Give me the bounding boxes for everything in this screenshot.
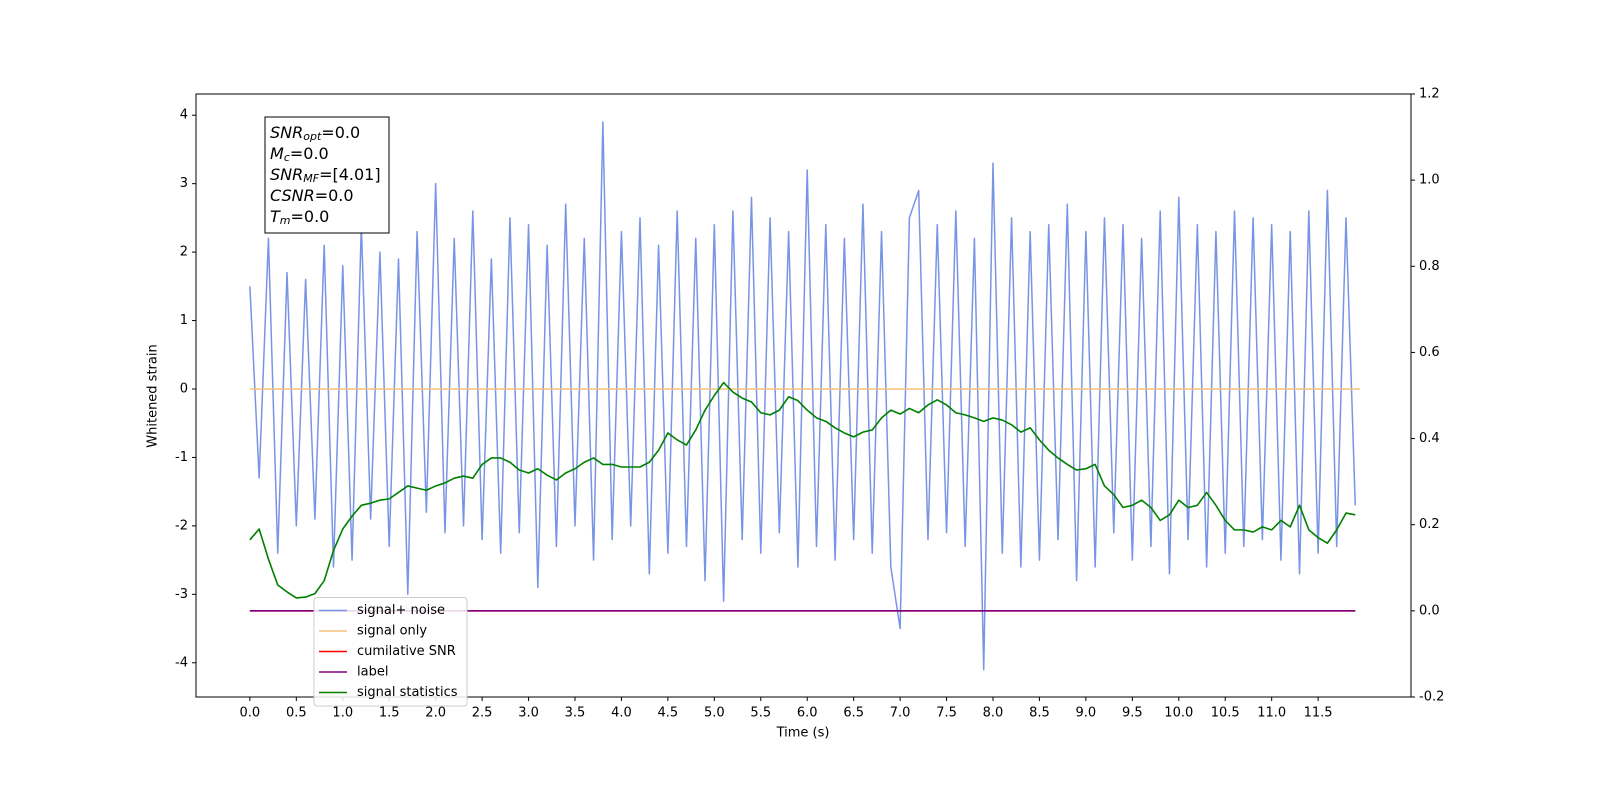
- stats-line: Mc=0.0: [270, 144, 329, 165]
- x-tick-label: 0.5: [286, 706, 307, 721]
- stats-line: SNRopt=0.0: [270, 123, 360, 144]
- stats-line: CSNR=0.0: [270, 186, 354, 205]
- stats-value: =0.0: [290, 144, 329, 163]
- y-tick-label: -1: [175, 450, 188, 465]
- y-tick-label: 1: [180, 313, 188, 328]
- y2-tick-label: 0.6: [1419, 345, 1440, 360]
- y-axis-label: Whitened strain: [146, 344, 161, 447]
- x-tick-label: 3.0: [518, 706, 539, 721]
- x-tick-label: 9.5: [1122, 706, 1143, 721]
- x-tick-label: 5.5: [750, 706, 771, 721]
- y-tick-label: 4: [180, 108, 188, 123]
- y2-tick-label: 1.0: [1419, 173, 1440, 188]
- x-tick-label: 11.5: [1304, 706, 1333, 721]
- x-tick-label: 0.0: [240, 706, 261, 721]
- y2-tick-label: -0.2: [1419, 690, 1444, 705]
- stats-value: =0.0: [321, 123, 360, 142]
- stats-sub: c: [284, 151, 290, 164]
- x-tick-label: 2.0: [425, 706, 446, 721]
- x-tick-label: 4.0: [611, 706, 632, 721]
- stats-name: CSNR: [270, 186, 315, 205]
- stats-box-frame: [264, 116, 390, 234]
- y2-tick-label: 0.8: [1419, 259, 1440, 274]
- y-tick-label: 0: [180, 381, 188, 396]
- x-tick-label: 6.5: [843, 706, 864, 721]
- legend-label: cumilative SNR: [357, 644, 456, 659]
- legend-frame: [313, 597, 468, 707]
- y-tick-label: -4: [175, 655, 188, 670]
- x-tick-label: 3.5: [565, 706, 586, 721]
- series-line: [249, 121, 1357, 671]
- stats-line: Tm=0.0: [270, 207, 329, 228]
- x-tick-label: 11.0: [1257, 706, 1286, 721]
- x-tick-label: 8.5: [1029, 706, 1050, 721]
- stats-value: =0.0: [291, 207, 330, 226]
- x-tick-label: 4.5: [658, 706, 679, 721]
- x-tick-label: 1.0: [332, 706, 353, 721]
- stats-name: SNR: [270, 123, 303, 142]
- x-tick-label: 7.5: [936, 706, 957, 721]
- x-tick-label: 1.5: [379, 706, 400, 721]
- legend-label: signal+ noise: [357, 603, 445, 618]
- y-tick-label: 2: [180, 245, 188, 260]
- legend-label: signal only: [357, 624, 427, 639]
- x-tick-label: 8.0: [983, 706, 1004, 721]
- y2-tick-label: 0.0: [1419, 603, 1440, 618]
- y2-tick-label: 0.2: [1419, 517, 1440, 532]
- y-tick-label: -3: [175, 587, 188, 602]
- stats-sub: opt: [303, 130, 322, 143]
- x-tick-label: 9.0: [1076, 706, 1097, 721]
- y-tick-label: 3: [180, 176, 188, 191]
- x-tick-label: 6.0: [797, 706, 818, 721]
- legend-label: label: [357, 665, 388, 680]
- legend-label: signal statistics: [357, 685, 458, 700]
- stats-name: SNR: [270, 165, 303, 184]
- y-tick-label: -2: [175, 518, 188, 533]
- plot-frame: [195, 93, 1412, 698]
- stats-sub: m: [280, 214, 291, 227]
- stats-name: T: [270, 207, 281, 226]
- x-axis-label: Time (s): [776, 726, 830, 741]
- y2-tick-label: 1.2: [1419, 87, 1440, 102]
- x-tick-label: 7.0: [890, 706, 911, 721]
- x-tick-label: 10.5: [1211, 706, 1240, 721]
- legend: signal+ noise signal only cumilative SNR la…: [313, 597, 468, 707]
- x-tick-label: 5.0: [704, 706, 725, 721]
- series-line: [249, 381, 1356, 599]
- x-tick-label: 2.5: [472, 706, 493, 721]
- stats-box: SNRopt=0.0Mc=0.0SNRMF=[4.01]CSNR=0.0Tm=0…: [264, 116, 390, 234]
- stats-value: =0.0: [315, 186, 354, 205]
- stats-name: M: [270, 144, 284, 163]
- x-tick-label: 10.0: [1164, 706, 1193, 721]
- stats-line: SNRMF=[4.01]: [270, 165, 381, 186]
- stats-value: =[4.01]: [319, 165, 381, 184]
- y2-tick-label: 0.4: [1419, 431, 1440, 446]
- stats-sub: MF: [303, 172, 319, 185]
